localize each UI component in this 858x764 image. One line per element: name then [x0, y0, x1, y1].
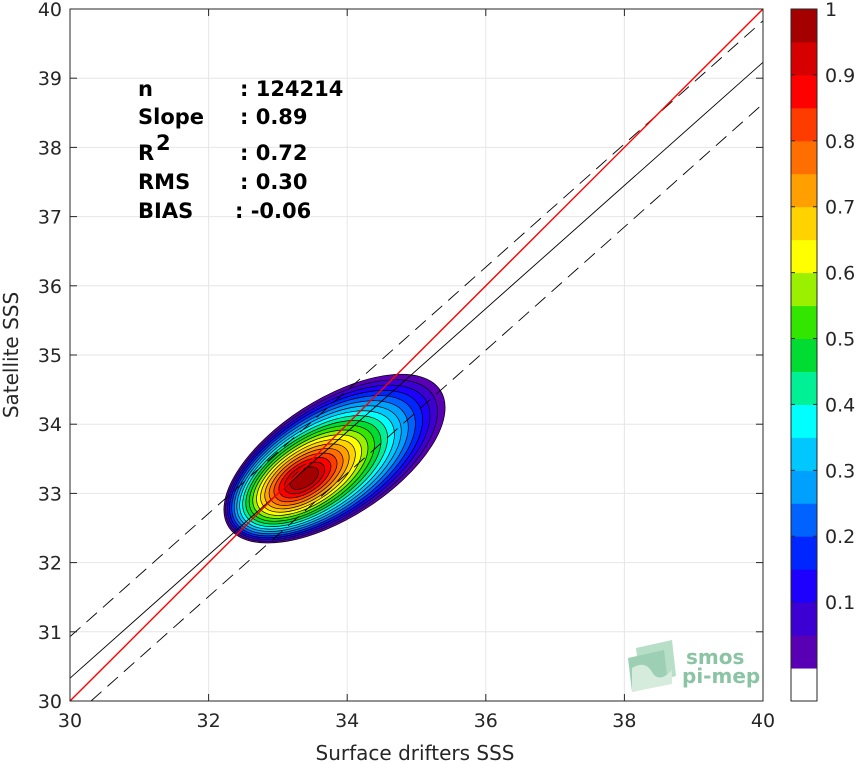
- colorbar-tick-label: 0.6: [825, 263, 855, 285]
- colorbar-frame: [790, 8, 818, 702]
- stat-label: R: [138, 141, 154, 165]
- colorbar-segment: [791, 569, 817, 603]
- x-tick-label: 40: [751, 710, 775, 732]
- colorbar-tick-label: 0.2: [825, 526, 855, 548]
- x-tick-label: 34: [335, 710, 359, 732]
- x-axis-ticks: 30 32 34 36 38 40: [58, 9, 775, 732]
- colorbar-segment: [791, 206, 817, 241]
- y-tick-label: 34: [38, 414, 62, 436]
- colorbar-segment: [791, 338, 817, 372]
- stat-label-superscript: 2: [156, 131, 171, 155]
- logo-icon: [628, 640, 676, 692]
- colorbar-segment: [791, 470, 817, 504]
- colorbar-segment: [791, 239, 817, 274]
- y-tick-label: 36: [38, 276, 62, 298]
- stat-value: : 124214: [240, 77, 343, 101]
- y-tick-label: 40: [38, 0, 62, 21]
- x-tick-label: 36: [474, 710, 498, 732]
- density-contours: [223, 373, 446, 544]
- stat-label: Slope: [138, 105, 204, 129]
- y-tick-label: 32: [38, 553, 62, 575]
- colorbar-segment: [791, 371, 817, 405]
- logo-text-smos: smos: [686, 645, 744, 669]
- statistics-box: n : 124214 Slope : 0.89 R 2 : 0.72 RMS : 0.30 BIA…: [138, 77, 343, 223]
- colorbar-segment: [791, 41, 817, 76]
- stat-value: : 0.89: [240, 105, 308, 129]
- regression-lines: [69, 8, 764, 702]
- y-tick-label: 30: [38, 691, 62, 713]
- colorbar-tick-label: 1: [825, 0, 837, 21]
- y-axis-ticks: 30 31 32 33 34 35 36 37 38 39 40: [38, 0, 763, 713]
- x-tick-label: 38: [612, 710, 636, 732]
- colorbar-segment: [791, 602, 817, 636]
- colorbar-segment: [791, 668, 817, 702]
- y-tick-label: 33: [38, 483, 62, 505]
- colorbar-segment: [791, 536, 817, 570]
- colorbar: [790, 8, 818, 702]
- stat-label: n: [138, 77, 153, 101]
- colorbar-tick-label: 0.1: [825, 592, 855, 614]
- smos-pimep-logo: smos pi-mep: [628, 640, 760, 692]
- x-tick-label: 32: [197, 710, 221, 732]
- colorbar-segment: [791, 173, 817, 208]
- y-tick-label: 37: [38, 207, 62, 229]
- identity-line: [69, 8, 764, 702]
- colorbar-segment: [791, 305, 817, 340]
- colorbar-ticks: 0.1 0.2 0.3 0.4 0.5 0.6 0.7 0.8 0.9 1: [791, 0, 855, 614]
- colorbar-segment: [791, 272, 817, 307]
- stat-label: RMS: [138, 170, 190, 194]
- x-axis-label: Surface drifters SSS: [316, 741, 515, 764]
- colorbar-segment: [791, 503, 817, 537]
- colorbar-tick-label: 0.8: [825, 131, 855, 153]
- stat-value: : -0.06: [235, 199, 311, 223]
- colorbar-tick-label: 0.4: [825, 394, 855, 416]
- colorbar-segment: [791, 9, 817, 43]
- colorbar-tick-label: 0.3: [825, 460, 855, 482]
- y-tick-label: 31: [38, 622, 62, 644]
- colorbar-segment: [791, 74, 817, 109]
- colorbar-segment: [791, 635, 817, 669]
- colorbar-segment: [791, 404, 817, 438]
- x-tick-label: 30: [58, 710, 82, 732]
- stat-label: BIAS: [138, 199, 193, 223]
- stat-value: : 0.30: [240, 170, 308, 194]
- colorbar-tick-label: 0.7: [825, 197, 855, 219]
- colorbar-tick-label: 0.5: [825, 329, 855, 351]
- lower-bound-line: [90, 103, 764, 702]
- y-tick-label: 39: [38, 68, 62, 90]
- colorbar-tick-label: 0.9: [825, 65, 855, 87]
- stat-value: : 0.72: [240, 141, 308, 165]
- colorbar-segment: [791, 437, 817, 471]
- logo-text-pimep: pi-mep: [682, 664, 760, 688]
- y-axis-label: Satellite SSS: [0, 292, 23, 418]
- colorbar-segment: [791, 107, 817, 142]
- y-tick-label: 38: [38, 137, 62, 159]
- y-tick-label: 35: [38, 345, 62, 367]
- regression-fit-line: [69, 61, 764, 679]
- colorbar-segment: [791, 140, 817, 175]
